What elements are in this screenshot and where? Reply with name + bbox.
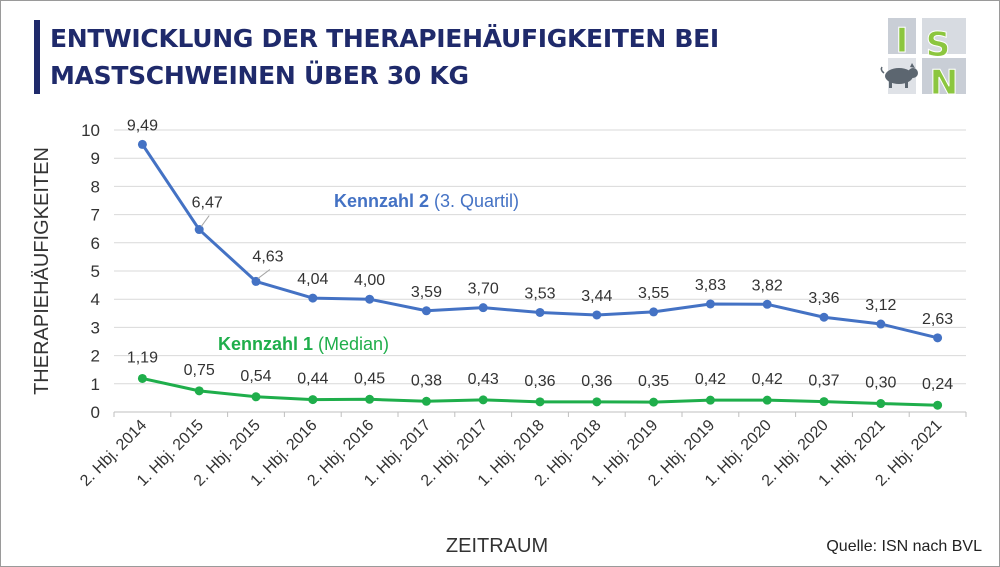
data-point: [194, 386, 204, 396]
label-leader-line: [200, 215, 210, 227]
data-point: [137, 139, 147, 149]
data-point: [535, 307, 545, 317]
y-tick-label: 8: [91, 177, 100, 196]
data-point: [308, 395, 318, 405]
data-label: 3,53: [524, 285, 555, 302]
y-tick-label: 3: [91, 318, 100, 337]
data-point: [365, 394, 375, 404]
y-tick-label: 4: [91, 290, 100, 309]
data-point: [592, 397, 602, 407]
source-note: Quelle: ISN nach BVL: [826, 538, 982, 555]
data-label: 0,35: [638, 373, 669, 390]
data-label: 2,63: [922, 311, 953, 328]
data-point: [819, 312, 829, 322]
label-leader-line: [257, 269, 271, 279]
title-accent-bar: [34, 20, 40, 94]
data-point: [308, 293, 318, 303]
data-label: 3,36: [808, 290, 839, 307]
data-label: 0,30: [865, 375, 896, 392]
y-tick-label: 1: [91, 375, 100, 394]
data-point: [194, 225, 204, 235]
data-label: 9,49: [127, 117, 158, 134]
data-point: [933, 400, 943, 410]
pig-icon: [880, 63, 918, 88]
y-tick-label: 10: [81, 121, 100, 140]
y-tick-label: 2: [91, 347, 100, 366]
data-label: 0,44: [297, 371, 328, 388]
data-point: [421, 396, 431, 406]
y-tick-label: 9: [91, 149, 100, 168]
data-point: [251, 392, 261, 402]
data-point: [365, 294, 375, 304]
y-tick-label: 5: [91, 262, 100, 281]
data-point: [251, 276, 261, 286]
data-label: 0,45: [354, 370, 385, 387]
data-point: [137, 373, 147, 383]
isn-logo: I S N: [876, 16, 968, 96]
data-label: 3,70: [468, 281, 499, 298]
data-point: [478, 303, 488, 313]
y-tick-label: 6: [91, 234, 100, 253]
svg-text:I: I: [896, 21, 909, 61]
data-point: [705, 395, 715, 405]
y-tick-label: 7: [91, 206, 100, 225]
series-name-kennzahl-2: Kennzahl 2 (3. Quartil): [334, 191, 519, 211]
data-point: [876, 319, 886, 329]
data-point: [705, 299, 715, 309]
svg-text:S: S: [926, 25, 951, 65]
svg-text:N: N: [930, 63, 958, 96]
data-label: 0,42: [695, 371, 726, 388]
y-axis-title: THERAPIEHÄUFIGKEITEN: [31, 147, 53, 395]
chart-title: ENTWICKLUNG DER THERAPIEHÄUFIGKEITEN BEI…: [50, 20, 719, 94]
data-point: [762, 299, 772, 309]
data-point: [478, 395, 488, 405]
data-label: 4,00: [354, 272, 385, 289]
chart-title-line-1: ENTWICKLUNG DER THERAPIEHÄUFIGKEITEN BEI: [50, 24, 719, 53]
data-label: 0,36: [524, 373, 555, 390]
data-point: [876, 399, 886, 409]
data-label: 0,54: [240, 368, 271, 385]
data-point: [649, 397, 659, 407]
x-axis-title: ZEITRAUM: [446, 535, 548, 557]
data-point: [649, 307, 659, 317]
data-point: [421, 306, 431, 316]
data-point: [535, 397, 545, 407]
data-label: 6,47: [192, 195, 223, 212]
data-label: 0,38: [411, 372, 442, 389]
data-point: [592, 310, 602, 320]
data-point: [819, 397, 829, 407]
data-label: 4,63: [252, 248, 283, 265]
data-label: 0,37: [808, 373, 839, 390]
data-point: [933, 333, 943, 343]
data-label: 0,75: [184, 362, 215, 379]
data-label: 4,04: [297, 271, 328, 288]
data-label: 0,43: [468, 371, 499, 388]
data-label: 1,19: [127, 349, 158, 366]
data-label: 3,12: [865, 297, 896, 314]
chart-title-line-2: MASTSCHWEINEN ÜBER 30 KG: [50, 61, 469, 90]
data-label: 3,44: [581, 288, 612, 305]
data-point: [762, 395, 772, 405]
series-name-kennzahl-1: Kennzahl 1 (Median): [218, 334, 389, 354]
data-label: 3,55: [638, 285, 669, 302]
data-label: 3,82: [752, 277, 783, 294]
data-label: 0,42: [752, 371, 783, 388]
data-label: 0,36: [581, 373, 612, 390]
y-tick-label: 0: [91, 403, 100, 422]
data-label: 3,59: [411, 284, 442, 301]
data-label: 3,83: [695, 277, 726, 294]
data-label: 0,24: [922, 376, 953, 393]
